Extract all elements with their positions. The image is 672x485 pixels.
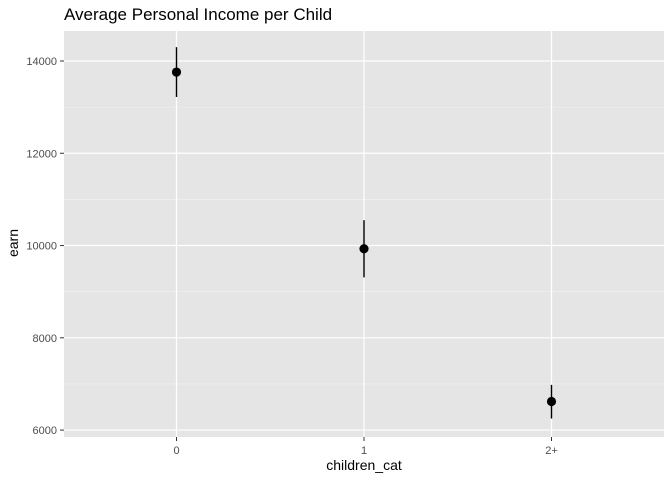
y-tick-label: 14000 [26, 56, 57, 68]
data-point [171, 67, 182, 77]
y-axis: 6000 8000 10000 12000 14000 [26, 56, 64, 437]
x-axis-label: children_cat [326, 457, 402, 473]
x-axis: 0 1 2+ [173, 437, 558, 457]
chart-title: Average Personal Income per Child [64, 5, 332, 24]
y-tick-label: 10000 [26, 241, 57, 253]
data-marks [171, 47, 557, 419]
data-point [546, 396, 557, 407]
data-point [359, 244, 369, 254]
y-tick-label: 12000 [26, 148, 57, 160]
x-tick-label: 0 [173, 445, 179, 457]
x-tick-label: 2+ [545, 445, 558, 457]
y-tick-label: 8000 [33, 333, 57, 345]
x-tick-label: 1 [361, 445, 367, 457]
y-axis-label: earn [5, 229, 21, 257]
y-tick-label: 6000 [33, 425, 57, 437]
